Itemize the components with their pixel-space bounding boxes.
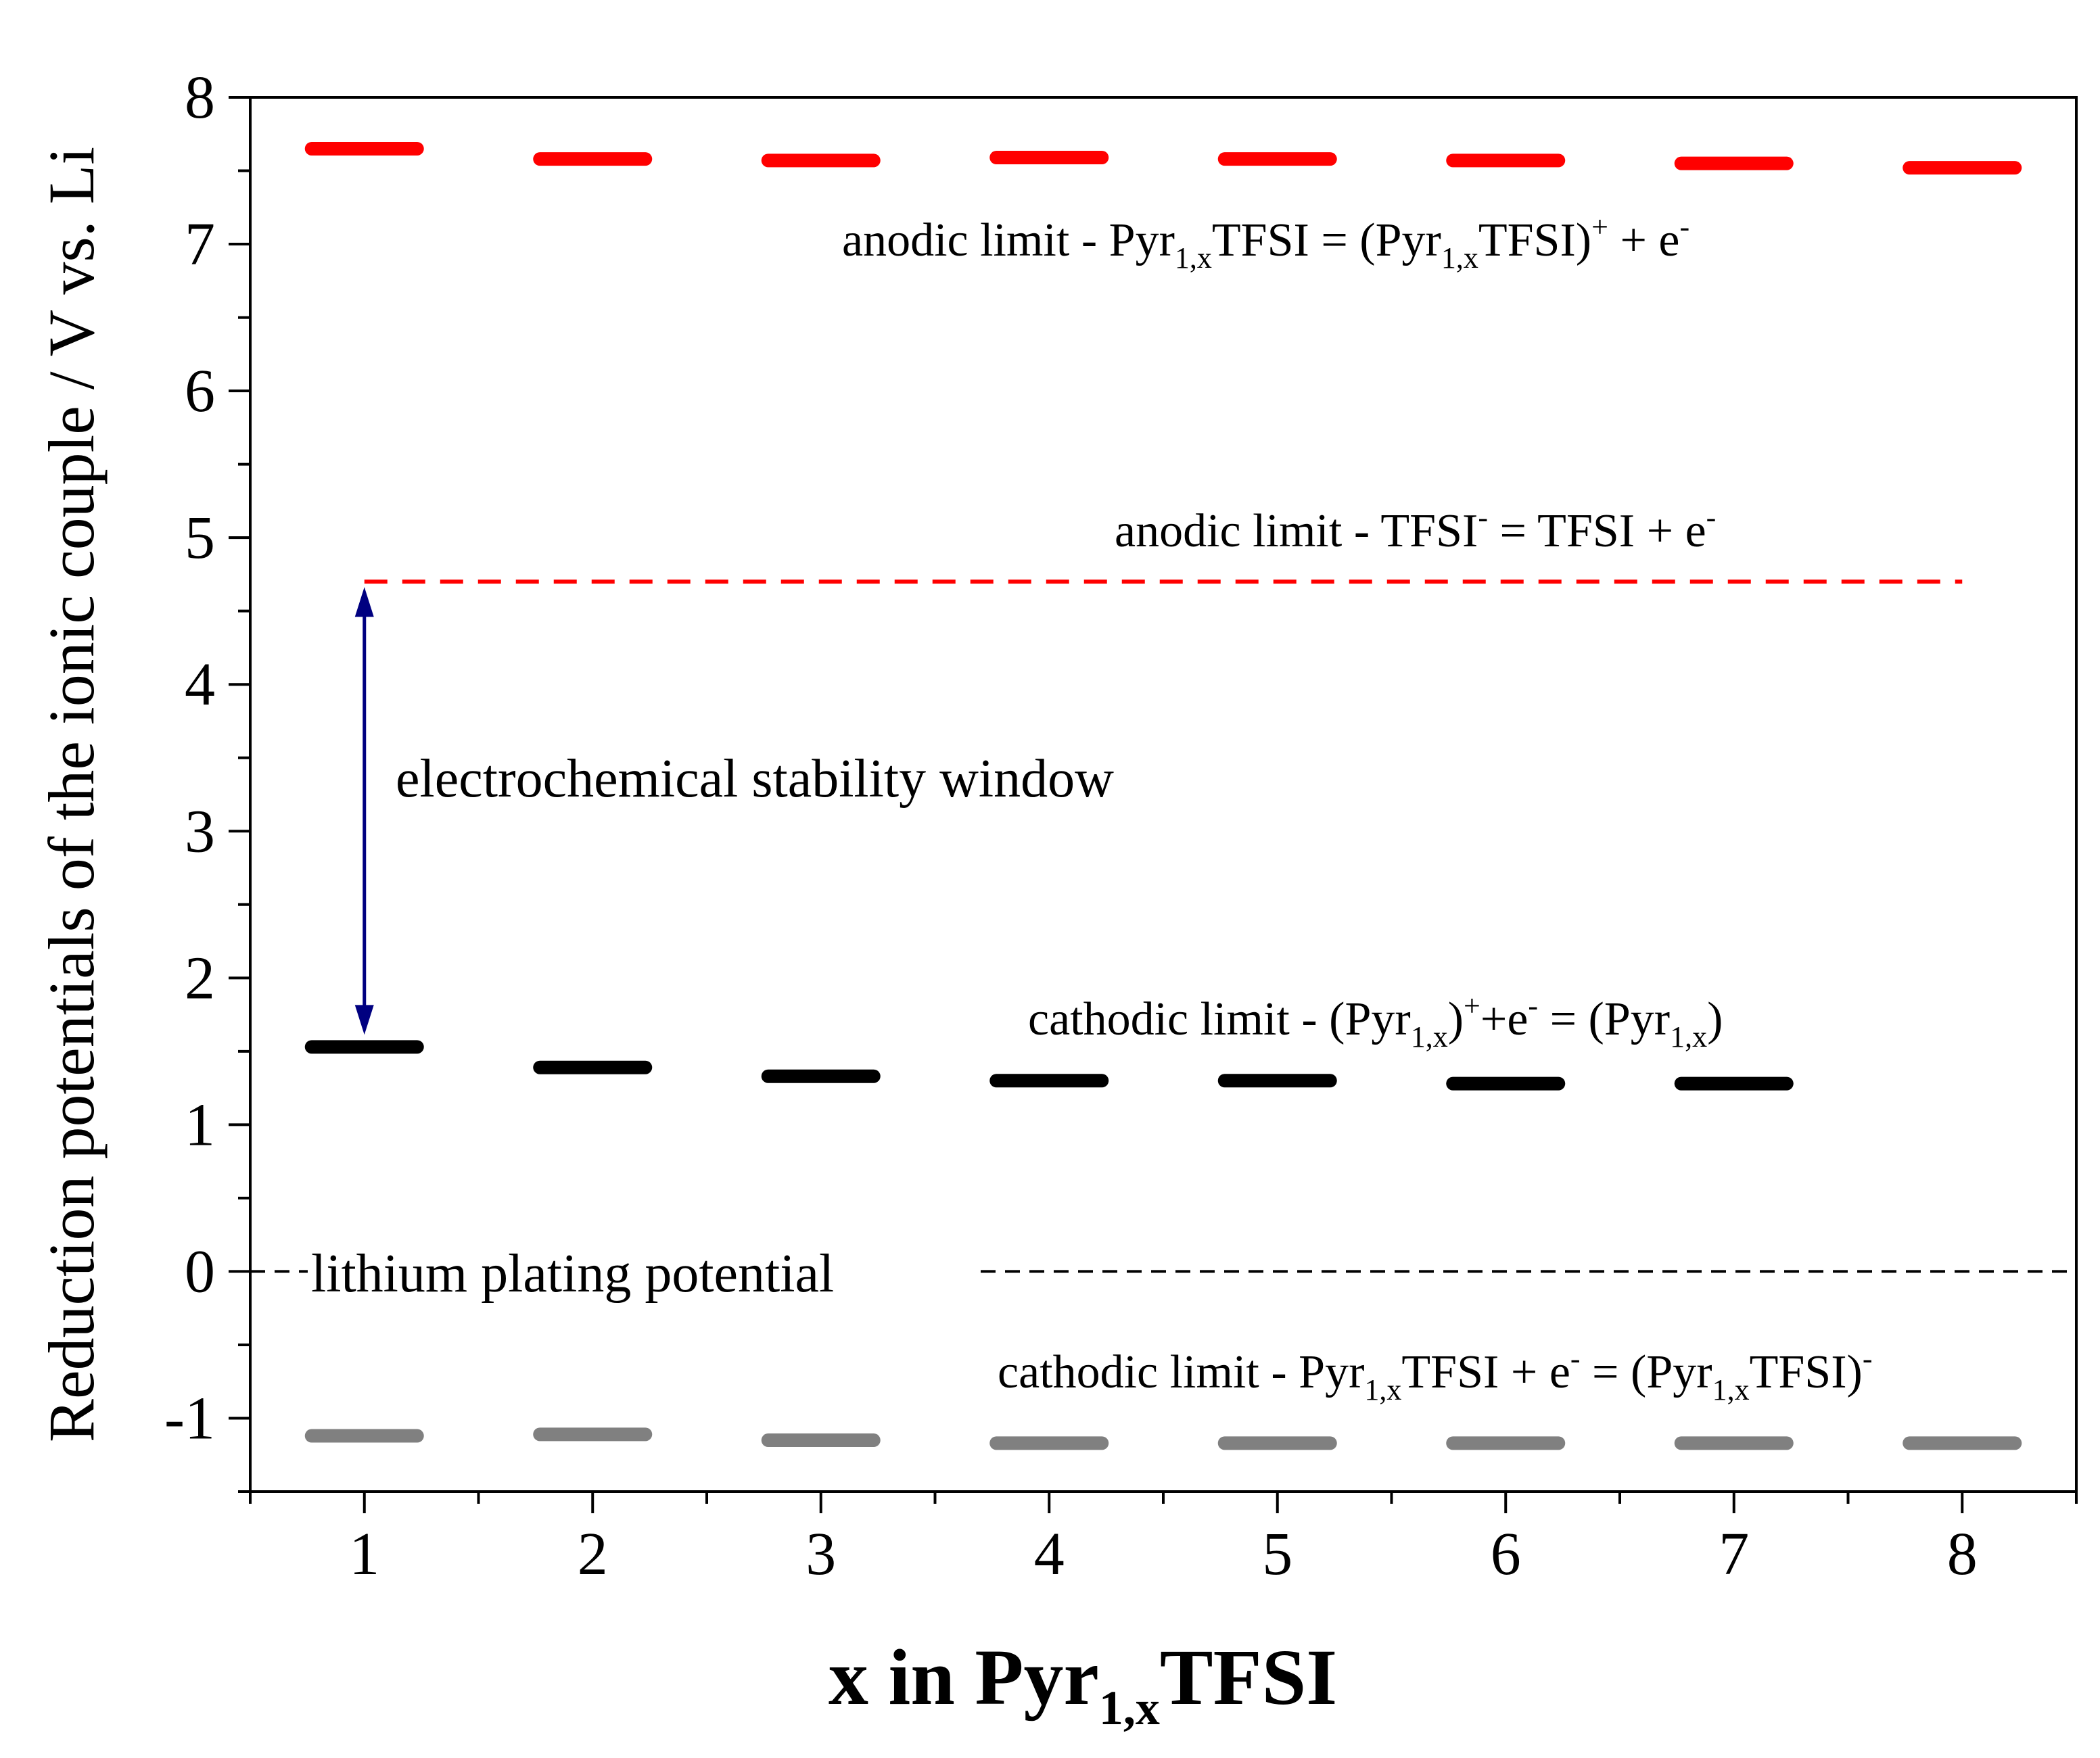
- annotation-lithium-plating: lithium plating potential: [311, 1244, 834, 1304]
- x-tick-label: 1: [349, 1521, 379, 1588]
- annotation-cathodic-limit-cation: cathodic limit - (Pyr1,x)++e- = (Pyr1,x): [1028, 989, 1723, 1053]
- x-tick-label: 7: [1719, 1521, 1749, 1588]
- y-tick-label: 1: [185, 1091, 215, 1158]
- y-tick-label: 7: [185, 211, 215, 278]
- arrow-head-top: [354, 587, 374, 617]
- y-tick-label: 3: [185, 798, 215, 865]
- x-tick-label: 6: [1491, 1521, 1521, 1588]
- y-tick-label: 6: [185, 358, 215, 425]
- annotation-stability-window: electrochemical stability window: [396, 749, 1114, 809]
- axis-ticks: 1 2 3 4 5 6 7 8 -1 0 1 2 3 4 5 6 7 8: [164, 64, 2078, 1588]
- annotation-anodic-limit-pyr: anodic limit - Pyr1,xTFSI = (Pyr1,xTFSI)…: [842, 210, 1689, 275]
- x-tick-label: 8: [1947, 1521, 1978, 1588]
- x-tick-label: 5: [1262, 1521, 1292, 1588]
- arrow-head-bottom: [354, 1005, 374, 1035]
- plating-label-background: [308, 1243, 977, 1310]
- y-axis-label: Reduction potentials of the ionic couple…: [35, 147, 108, 1442]
- x-tick-label: 2: [578, 1521, 608, 1588]
- x-tick-label: 4: [1034, 1521, 1065, 1588]
- y-tick-label: -1: [164, 1385, 215, 1452]
- x-axis-label: x in Pyr1,xTFSI: [829, 1633, 1337, 1735]
- stability-window-arrow: [354, 587, 374, 1035]
- annotation-anodic-limit-tfsi: anodic limit - TFSI- = TFSI + e-: [1115, 501, 1716, 557]
- annotation-cathodic-limit-ion-pair: cathodic limit - Pyr1,xTFSI + e- = (Pyr1…: [998, 1342, 1872, 1406]
- y-tick-label: 5: [185, 504, 215, 571]
- y-tick-label: 8: [185, 64, 215, 131]
- y-tick-label: 2: [185, 945, 215, 1012]
- y-tick-label: 0: [185, 1238, 215, 1305]
- y-tick-label: 4: [185, 651, 215, 718]
- data-marks: [304, 141, 2022, 1450]
- x-tick-label: 3: [806, 1521, 836, 1588]
